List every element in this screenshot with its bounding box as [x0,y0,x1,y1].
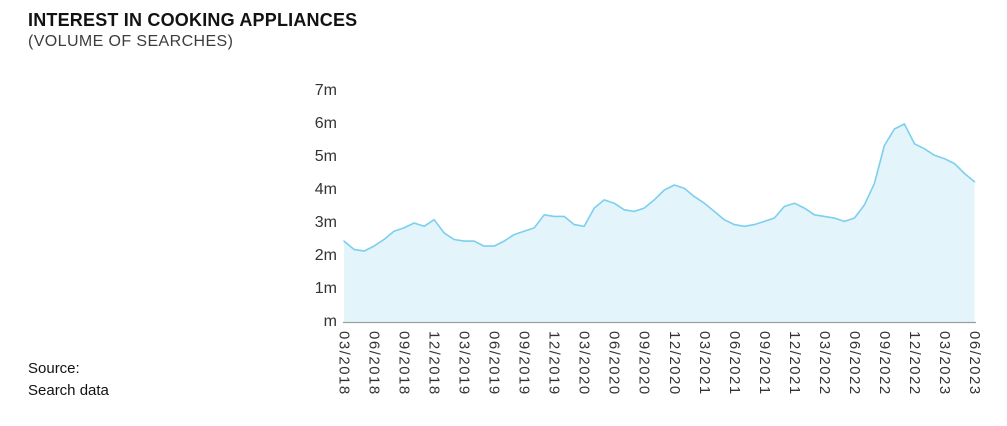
x-tick-label: 06/2022 [845,331,863,396]
x-tick-label: 03/2021 [695,331,713,396]
area-fill [344,124,975,322]
y-tick-label: 5m [314,148,337,165]
chart-subtitle: (VOLUME OF SEARCHES) [28,33,234,50]
data-line [343,123,976,252]
x-tick-label: 09/2021 [755,331,773,396]
chart-title: INTEREST IN COOKING APPLIANCES [28,10,358,30]
y-tick-label: 4m [314,181,337,198]
y-tick-label: 3m [314,214,337,231]
x-tick-label: 12/2022 [905,331,923,396]
x-tick-label: 03/2019 [455,331,473,396]
y-tick-label: m [323,313,337,330]
x-tick-label: 03/2018 [335,331,353,396]
x-tick-label: 03/2020 [575,331,593,396]
x-tick-label: 12/2019 [545,331,563,396]
x-tick-label: 06/2021 [725,331,743,396]
x-tick-label: 12/2021 [785,331,803,396]
x-tick-label: 06/2020 [605,331,623,396]
x-tick-label: 06/2019 [485,331,503,396]
x-tick-label: 06/2023 [966,331,983,396]
source-label: Source: [28,360,80,377]
y-tick-label: 1m [314,280,337,297]
y-tick-label: 7m [314,82,337,99]
x-tick-label: 03/2023 [935,331,953,396]
x-tick-label: 06/2018 [365,331,383,396]
x-tick-label: 03/2022 [815,331,833,396]
x-tick-label: 09/2022 [875,331,893,396]
y-tick-label: 6m [314,115,337,132]
x-tick-label: 09/2019 [515,331,533,396]
x-tick-label: 09/2020 [635,331,653,396]
x-tick-label: 09/2018 [395,331,413,396]
source-note: Source: Search data [28,358,109,402]
x-tick-label: 12/2018 [425,331,443,396]
y-tick-label: 2m [314,247,337,264]
source-value: Search data [28,382,109,399]
x-tick-label: 12/2020 [665,331,683,396]
